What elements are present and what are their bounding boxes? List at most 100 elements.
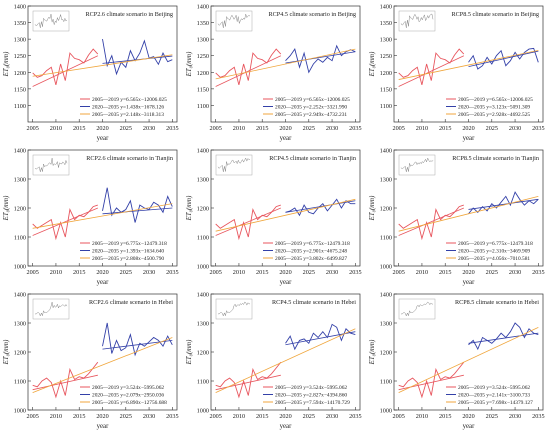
trend-line	[102, 55, 173, 64]
x-tick-label: 2005	[392, 413, 404, 420]
y-tick-label: 1200	[380, 350, 392, 357]
x-tick-label: 2035	[349, 125, 361, 132]
y-tick-label: 1000	[380, 264, 392, 271]
y-tick-label: 1250	[380, 53, 392, 60]
inset-series	[400, 301, 434, 317]
series-line-2005-2019	[215, 204, 281, 241]
y-axis-label: ET₀(mm)	[3, 339, 10, 365]
inset-series	[217, 301, 251, 317]
x-tick-label: 2030	[509, 413, 521, 420]
y-tick-label: 1400	[14, 148, 26, 155]
y-tick-label: 1300	[14, 177, 26, 184]
inset-series	[34, 157, 68, 173]
y-tick-label: 1200	[197, 70, 209, 77]
legend-label: 2020—2035 y=1.438x−1678.126	[92, 105, 164, 111]
trend-line	[468, 50, 539, 68]
legend-label: 2005—2019 y=3.524x−5995.062	[92, 385, 164, 391]
x-tick-label: 2015	[73, 125, 85, 132]
x-tick-label: 2030	[143, 125, 155, 132]
y-tick-label: 1200	[14, 350, 26, 357]
x-tick-label: 2030	[143, 269, 155, 276]
series-line-2005-2019	[398, 48, 465, 86]
x-axis-label: year	[97, 135, 109, 142]
legend-label: 2005—2035 y=2.949x−4732.231	[275, 112, 347, 118]
trend-line	[215, 198, 356, 232]
chart-panel: 1100 1150 1200 1250 1300 1350 1400 2005 2010 2015…	[186, 4, 362, 143]
x-tick-label: 2020	[462, 125, 474, 132]
y-tick-label: 1400	[197, 4, 209, 11]
chart-panel: 1100 1150 1200 1250 1300 1350 1400 2005 2010 2015…	[3, 4, 179, 143]
legend-label: 2020—2035 y=2.310x−3469.909	[458, 249, 530, 255]
legend-label: 2005—2035 y=2.148x−3118.313	[92, 112, 164, 118]
inset-frame	[398, 298, 436, 320]
x-tick-label: 2025	[303, 269, 315, 276]
y-tick-label: 1100	[380, 379, 392, 386]
x-tick-label: 2035	[532, 413, 544, 420]
trend-line	[398, 50, 539, 80]
legend-label: 2020—2035 y=2.827x−4394.860	[275, 393, 347, 399]
trend-line	[32, 54, 173, 77]
inset-series	[217, 13, 251, 29]
y-tick-label: 1150	[380, 86, 392, 93]
x-tick-label: 2025	[486, 413, 498, 420]
x-tick-label: 2010	[416, 413, 428, 420]
trend-line	[468, 198, 539, 210]
inset-series	[34, 13, 68, 29]
y-tick-label: 1400	[14, 4, 26, 11]
y-tick-label: 1350	[380, 20, 392, 27]
chart-title: RCP2.6 climate scenario in Tianjin	[86, 155, 173, 162]
inset-series	[34, 301, 68, 317]
y-tick-label: 1400	[14, 292, 26, 299]
x-tick-label: 2030	[509, 125, 521, 132]
y-tick-label: 1250	[197, 53, 209, 60]
legend-label: 2005—2035 y=2.928x−4692.525	[458, 112, 530, 118]
legend-label: 2005—2035 y=7.594x−14170.729	[275, 400, 350, 406]
y-tick-label: 1400	[197, 148, 209, 155]
y-axis-label: ET₀(mm)	[369, 195, 376, 221]
x-axis-label: year	[280, 423, 292, 430]
x-tick-label: 2025	[486, 125, 498, 132]
x-tick-label: 2025	[120, 125, 132, 132]
legend-label: 2005—2019 y=3.524x−5995.062	[275, 385, 347, 391]
x-tick-label: 2030	[509, 269, 521, 276]
inset-series	[217, 157, 250, 173]
chart-title: RCP8.5 climate scenario in Beijing	[452, 11, 539, 18]
x-tick-label: 2005	[392, 125, 404, 132]
trend-line	[32, 203, 173, 229]
y-axis-label: ET₀(mm)	[3, 195, 10, 221]
x-tick-label: 2010	[50, 413, 62, 420]
trend-line	[285, 200, 356, 213]
y-axis-label: ET₀(mm)	[369, 51, 376, 77]
trend-line	[32, 337, 173, 393]
y-tick-label: 1200	[14, 70, 26, 77]
x-tick-label: 2020	[462, 413, 474, 420]
chart-title: RCP8.5 climate scenario in Tianjin	[452, 155, 539, 162]
y-tick-label: 1300	[380, 37, 392, 44]
y-axis-label: ET₀(mm)	[186, 51, 193, 77]
chart-panel: 1000 1100 1200 1300 1400 2005 2010 2015 2020 2025…	[186, 148, 362, 287]
legend-label: 2020—2035 y=2.079x−2950.036	[92, 393, 164, 399]
series-line-2020-2035	[102, 39, 173, 76]
y-tick-label: 1400	[380, 292, 392, 299]
x-tick-label: 2015	[256, 413, 268, 420]
x-tick-label: 2025	[303, 413, 315, 420]
y-tick-label: 1100	[14, 103, 26, 110]
x-tick-label: 2025	[486, 269, 498, 276]
legend-label: 2005—2019 y=6.775x−12479.318	[458, 241, 533, 247]
legend-label: 2005—2035 y=7.698x−14379.127	[458, 400, 533, 406]
series-line-2020-2035	[285, 323, 356, 351]
inset-frame	[32, 154, 70, 176]
x-tick-label: 2005	[26, 269, 38, 276]
trend-line	[215, 207, 281, 236]
x-axis-label: year	[463, 135, 475, 142]
x-axis-label: year	[280, 279, 292, 286]
series-line-2020-2035	[285, 44, 356, 74]
x-tick-label: 2020	[279, 269, 291, 276]
inset-frame	[398, 10, 436, 32]
x-tick-label: 2020	[96, 269, 108, 276]
legend-label: 2020—2035 y=2.252x−3321.990	[275, 105, 347, 111]
x-axis-label: year	[280, 135, 292, 142]
x-tick-label: 2010	[233, 125, 245, 132]
chart-title: RCP4.5 climate scenario in Hebei	[272, 299, 356, 306]
inset-series	[400, 13, 434, 29]
